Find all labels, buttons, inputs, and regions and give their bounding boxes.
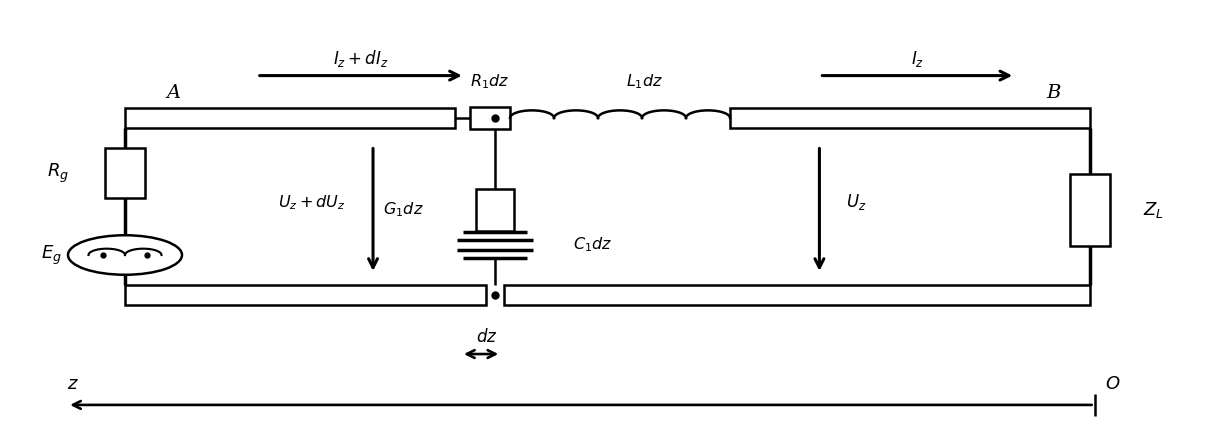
Bar — [1070, 174, 1110, 246]
Text: A: A — [166, 84, 181, 102]
Text: $R_g$: $R_g$ — [46, 162, 68, 184]
Text: $E_g$: $E_g$ — [42, 243, 62, 267]
Bar — [476, 189, 514, 231]
Text: $I_z$: $I_z$ — [911, 49, 923, 69]
Text: $U_z$: $U_z$ — [846, 192, 866, 212]
Polygon shape — [730, 108, 1090, 128]
Text: $Z_L$: $Z_L$ — [1144, 200, 1164, 220]
Text: $C_1dz$: $C_1dz$ — [574, 236, 613, 254]
Text: $O$: $O$ — [1106, 375, 1120, 393]
Text: $L_1dz$: $L_1dz$ — [626, 73, 663, 91]
Text: $U_z+dU_z$: $U_z+dU_z$ — [278, 193, 346, 212]
Circle shape — [68, 235, 182, 275]
Bar — [470, 107, 510, 128]
Text: $R_1dz$: $R_1dz$ — [470, 73, 510, 91]
Text: $dz$: $dz$ — [477, 328, 498, 346]
Text: $G_1dz$: $G_1dz$ — [383, 201, 423, 219]
Bar — [105, 148, 146, 198]
Text: $I_z+dI_z$: $I_z+dI_z$ — [333, 48, 389, 69]
Text: B: B — [1046, 84, 1060, 102]
Polygon shape — [504, 285, 1090, 305]
Polygon shape — [125, 108, 455, 128]
Polygon shape — [125, 285, 487, 305]
Text: $z$: $z$ — [67, 375, 79, 393]
